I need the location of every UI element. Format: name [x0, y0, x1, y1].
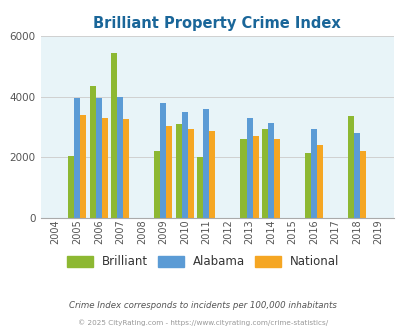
- Legend: Brilliant, Alabama, National: Brilliant, Alabama, National: [62, 250, 343, 273]
- Bar: [102, 118, 108, 218]
- Bar: [203, 109, 209, 218]
- Bar: [96, 98, 102, 218]
- Bar: [310, 129, 316, 218]
- Bar: [197, 157, 203, 218]
- Bar: [267, 122, 273, 218]
- Bar: [359, 151, 365, 218]
- Bar: [117, 97, 123, 218]
- Bar: [347, 116, 353, 218]
- Bar: [304, 153, 310, 218]
- Bar: [166, 125, 172, 218]
- Bar: [188, 129, 194, 218]
- Bar: [154, 151, 160, 218]
- Title: Brilliant Property Crime Index: Brilliant Property Crime Index: [93, 16, 340, 31]
- Bar: [273, 139, 279, 218]
- Bar: [74, 98, 80, 218]
- Bar: [80, 115, 86, 218]
- Bar: [240, 139, 246, 218]
- Bar: [353, 133, 359, 218]
- Bar: [68, 156, 74, 218]
- Bar: [160, 103, 166, 218]
- Bar: [175, 124, 181, 218]
- Bar: [261, 129, 267, 218]
- Bar: [246, 118, 252, 218]
- Bar: [123, 119, 129, 218]
- Bar: [181, 112, 188, 218]
- Bar: [252, 136, 258, 218]
- Bar: [209, 131, 215, 218]
- Bar: [111, 53, 117, 218]
- Bar: [90, 86, 96, 218]
- Text: Crime Index corresponds to incidents per 100,000 inhabitants: Crime Index corresponds to incidents per…: [69, 301, 336, 310]
- Bar: [316, 145, 322, 218]
- Text: © 2025 CityRating.com - https://www.cityrating.com/crime-statistics/: © 2025 CityRating.com - https://www.city…: [78, 319, 327, 326]
